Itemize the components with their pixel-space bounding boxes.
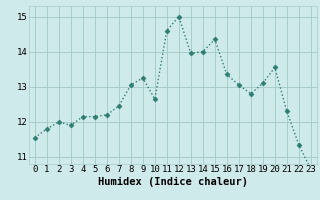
X-axis label: Humidex (Indice chaleur): Humidex (Indice chaleur) — [98, 177, 248, 187]
